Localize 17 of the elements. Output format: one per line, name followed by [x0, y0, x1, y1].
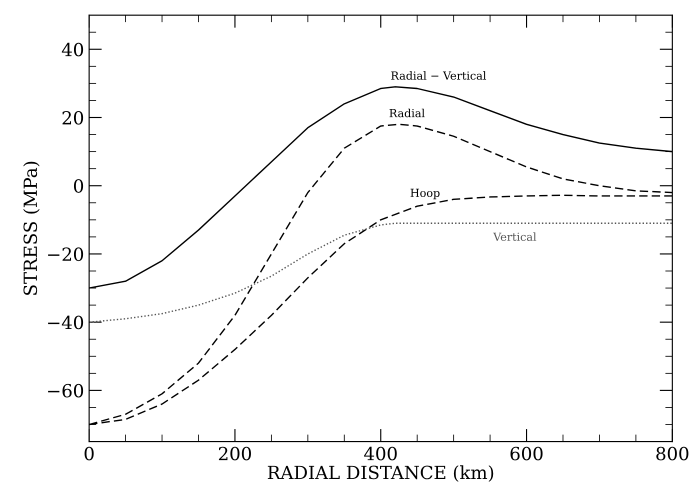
- y-tick-label: −40: [48, 316, 84, 330]
- x-tick-label: 400: [364, 446, 397, 460]
- y-tick-label: 0: [74, 179, 84, 193]
- y-tick-label: −20: [48, 247, 84, 262]
- series-label: Radial − Vertical: [391, 71, 486, 80]
- x-tick-label: 600: [510, 446, 543, 460]
- series-label: Radial: [390, 108, 425, 118]
- y-tick-label: −60: [48, 384, 84, 398]
- x-tick-label: 800: [656, 446, 688, 460]
- y-tick-label: 20: [62, 110, 84, 125]
- series-label: Vertical: [493, 232, 536, 241]
- series-label: Hoop: [410, 188, 440, 200]
- y-tick-label: 40: [62, 42, 84, 56]
- x-tick-label: 200: [218, 446, 251, 460]
- x-tick-label: 0: [84, 446, 94, 460]
- x-axis-title: RADIAL DISTANCE (km): [268, 465, 494, 482]
- y-axis-title: STRESS (MPa): [23, 162, 40, 295]
